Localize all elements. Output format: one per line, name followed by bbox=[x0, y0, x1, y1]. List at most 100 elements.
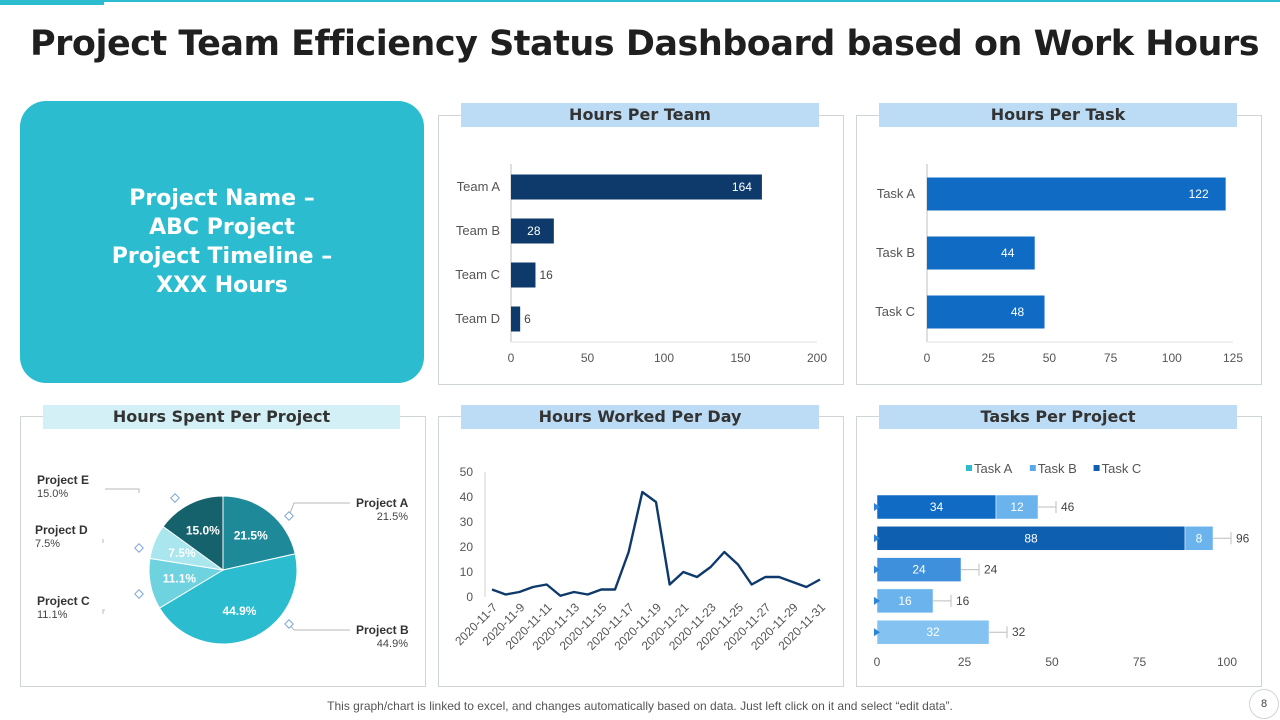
stack-segment bbox=[1184, 526, 1214, 551]
slice-data-label: 44.9% bbox=[222, 604, 256, 618]
row-total-label: 24 bbox=[984, 563, 998, 577]
callout-name: Project E bbox=[37, 473, 89, 487]
callout-marker bbox=[284, 511, 294, 521]
stack-segment bbox=[995, 494, 1039, 520]
bar-team-d bbox=[511, 306, 521, 332]
pie-chart-title: Hours Spent Per Project bbox=[43, 405, 400, 429]
y-tick-label: 20 bbox=[460, 540, 474, 554]
y-tick-label: 10 bbox=[460, 565, 474, 579]
pie-slice-project-a bbox=[222, 495, 296, 571]
legend-swatch bbox=[1029, 465, 1036, 471]
hero-line-4: XXX Hours bbox=[156, 273, 288, 298]
team-chart-panel bbox=[438, 115, 844, 385]
row-total-label: 46 bbox=[1061, 500, 1075, 514]
callout-leader-line bbox=[288, 502, 350, 517]
row-marker bbox=[874, 596, 880, 605]
data-label: 6 bbox=[524, 312, 531, 326]
slice-data-label: 15.0% bbox=[186, 523, 220, 537]
x-tick-label: 75 bbox=[1104, 351, 1118, 365]
bar-task-b bbox=[927, 236, 1035, 270]
callout-name: Project D bbox=[35, 523, 88, 537]
top-accent-line bbox=[0, 0, 1280, 2]
segment-data-label: 24 bbox=[912, 563, 926, 577]
stack-segment bbox=[876, 588, 934, 614]
callout-marker bbox=[284, 619, 294, 629]
row-marker bbox=[874, 534, 880, 543]
x-tick-label: 0 bbox=[874, 655, 881, 669]
data-label: 44 bbox=[1001, 246, 1015, 260]
segment-data-label: 16 bbox=[898, 594, 912, 608]
stack-segment bbox=[876, 526, 1186, 551]
slice-data-label: 7.5% bbox=[168, 546, 196, 560]
callout-name: Project A bbox=[356, 496, 409, 510]
category-label: Team B bbox=[456, 223, 500, 238]
data-label: 28 bbox=[527, 224, 541, 238]
y-tick-label: 0 bbox=[466, 590, 473, 604]
hero-line-2: ABC Project bbox=[149, 215, 295, 240]
top-accent-tab bbox=[0, 0, 104, 5]
data-label: 48 bbox=[1011, 305, 1025, 319]
data-label: 122 bbox=[1189, 187, 1209, 201]
hero-line-1: Project Name – bbox=[129, 186, 315, 211]
x-tick-label: 150 bbox=[730, 351, 750, 365]
stack-segment bbox=[876, 619, 990, 645]
callout-value: 7.5% bbox=[35, 538, 60, 550]
bar-team-a bbox=[511, 174, 762, 200]
data-label: 164 bbox=[732, 180, 752, 194]
callout-value: 21.5% bbox=[377, 511, 408, 523]
callout-marker bbox=[170, 493, 180, 503]
x-tick-label: 100 bbox=[654, 351, 674, 365]
x-tick-label: 200 bbox=[807, 351, 827, 365]
category-label: Team D bbox=[455, 311, 500, 326]
x-tick-label: 50 bbox=[1045, 655, 1059, 669]
bar-task-c bbox=[927, 295, 1045, 329]
pie-slice-project-e bbox=[162, 495, 224, 571]
row-marker bbox=[874, 503, 880, 511]
x-tick-label: 50 bbox=[581, 351, 595, 365]
callout-value: 15.0% bbox=[37, 488, 68, 500]
segment-data-label: 88 bbox=[1024, 531, 1038, 545]
stack-segment bbox=[876, 494, 997, 520]
callout-value: 44.9% bbox=[377, 638, 408, 650]
legend-label: Task C bbox=[1102, 461, 1142, 476]
legend-label: Task A bbox=[974, 461, 1013, 476]
x-tick-label: 125 bbox=[1223, 351, 1243, 365]
data-label: 16 bbox=[539, 268, 553, 282]
x-tick-label: 100 bbox=[1162, 351, 1182, 365]
callout-value: 11.1% bbox=[37, 609, 68, 621]
hero-line-3: Project Timeline – bbox=[111, 244, 333, 269]
callout-name: Project C bbox=[37, 594, 90, 608]
slice-data-label: 11.1% bbox=[163, 571, 197, 585]
segment-data-label: 34 bbox=[930, 500, 944, 514]
legend-swatch bbox=[966, 465, 972, 471]
bar-task-a bbox=[927, 177, 1226, 211]
segment-data-label: 12 bbox=[1010, 500, 1024, 514]
x-tick-label: 50 bbox=[1043, 351, 1057, 365]
y-tick-label: 50 bbox=[460, 465, 474, 479]
bar-team-c bbox=[511, 262, 536, 288]
row-total-label: 32 bbox=[1012, 625, 1026, 639]
team-chart-title: Hours Per Team bbox=[461, 103, 819, 127]
line-chart-title: Hours Worked Per Day bbox=[461, 405, 819, 429]
category-label: Task A bbox=[877, 186, 916, 201]
task-chart-title: Hours Per Task bbox=[879, 103, 1237, 127]
x-tick-label: 75 bbox=[1133, 655, 1147, 669]
x-tick-label: 25 bbox=[958, 655, 972, 669]
callout-marker bbox=[134, 589, 144, 599]
row-total-label: 96 bbox=[1236, 531, 1250, 545]
category-label: Task C bbox=[875, 304, 915, 319]
stacked-chart-title: Tasks Per Project bbox=[879, 405, 1237, 429]
bar-team-b bbox=[511, 218, 554, 244]
x-tick-label: 25 bbox=[982, 351, 996, 365]
row-total-label: 16 bbox=[956, 594, 970, 608]
y-tick-label: 30 bbox=[460, 515, 474, 529]
footnote: This graph/chart is linked to excel, and… bbox=[327, 699, 953, 713]
project-info-card: Project Name – ABC Project Project Timel… bbox=[20, 101, 424, 383]
row-marker bbox=[874, 628, 880, 637]
row-marker bbox=[874, 565, 880, 574]
stack-segment bbox=[876, 557, 962, 582]
